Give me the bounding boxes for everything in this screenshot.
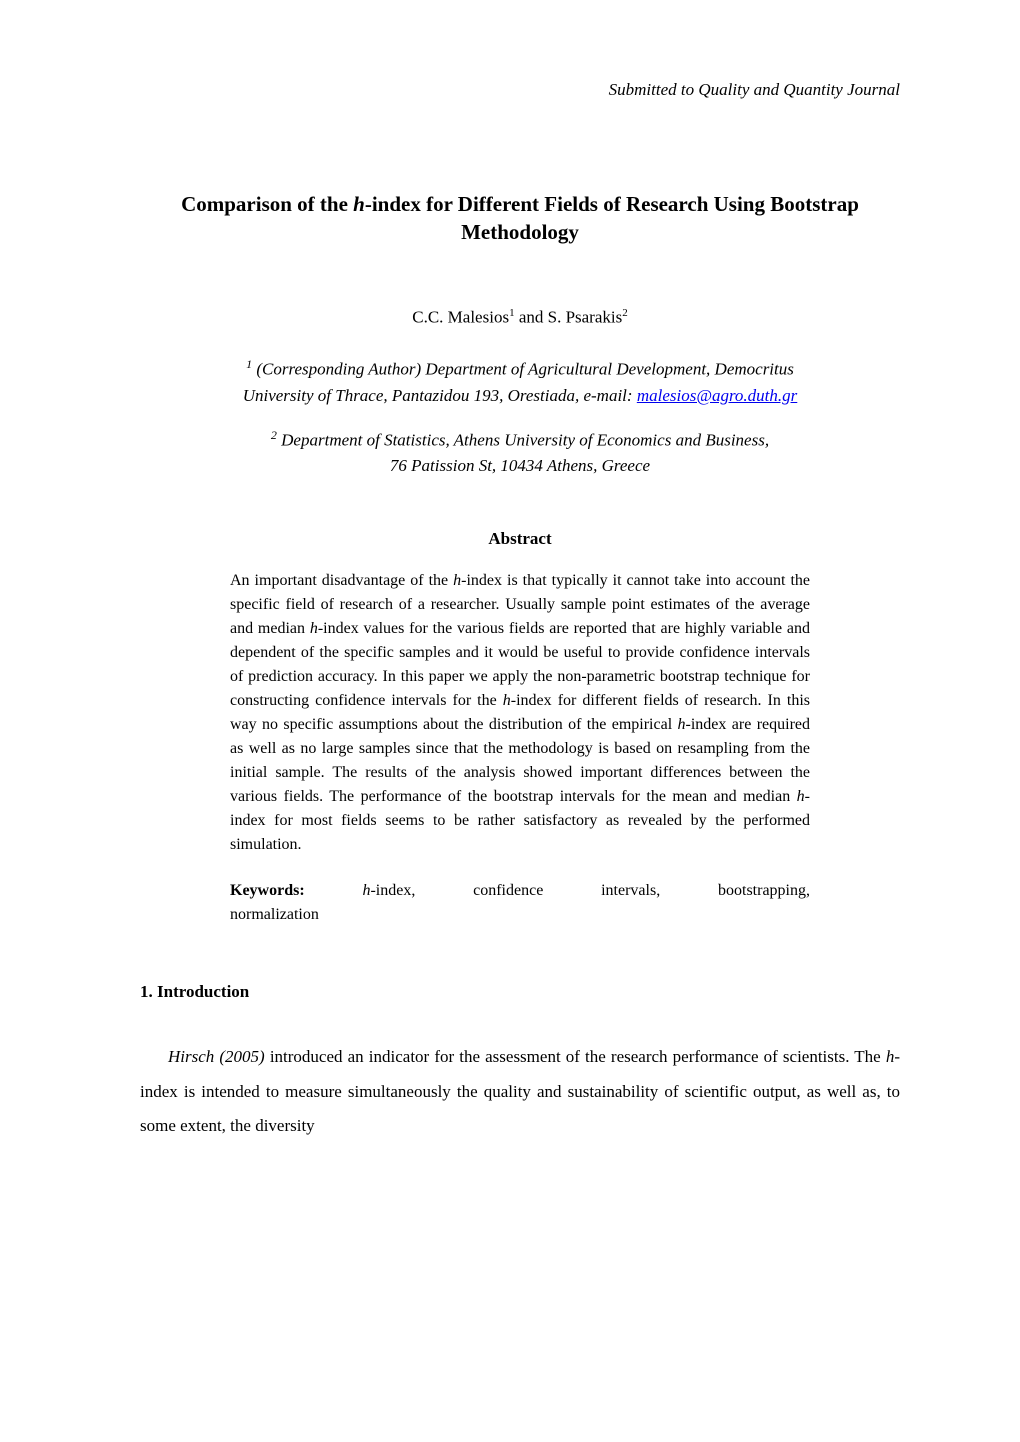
aff1-line2: University of Thrace, Pantazidou 193, Or… xyxy=(243,386,637,405)
paper-title: Comparison of the h-index for Different … xyxy=(140,190,900,247)
title-h-italic: h xyxy=(353,192,365,216)
abstract-h-4: h xyxy=(678,716,686,733)
aff2-text: Department of Statistics, Athens Univers… xyxy=(277,431,769,450)
intro-text-1: introduced an indicator for the assessme… xyxy=(265,1047,886,1066)
aff1-text: (Corresponding Author) Department of Agr… xyxy=(252,360,794,379)
abstract-body: An important disadvantage of the h-index… xyxy=(230,569,810,857)
abstract-h-3: h xyxy=(503,692,511,709)
abstract-heading: Abstract xyxy=(140,529,900,549)
aff2-line2: 76 Patission St, 10434 Athens, Greece xyxy=(390,456,650,475)
abstract-text-1: An important disadvantage of the xyxy=(230,572,453,589)
author-separator: and S. Psarakis xyxy=(515,307,623,326)
author-1: C.C. Malesios xyxy=(412,307,509,326)
keywords-w3: intervals, xyxy=(601,879,660,903)
authors-line: C.C. Malesios1 and S. Psarakis2 xyxy=(140,307,900,328)
title-text-post: -index for Different Fields of Research … xyxy=(365,192,859,244)
keywords-w4: bootstrapping, xyxy=(718,879,810,903)
abstract-h-5: h xyxy=(797,788,805,805)
corresponding-email-link[interactable]: malesios@agro.duth.gr xyxy=(637,386,797,405)
keywords-label: Keywords: xyxy=(230,879,305,903)
abstract-h-1: h xyxy=(453,572,461,589)
abstract-h-2: h- xyxy=(310,620,323,637)
keywords-line2: normalization xyxy=(230,903,810,927)
section-1-heading: 1. Introduction xyxy=(140,982,900,1002)
keywords-w1: index, xyxy=(376,882,416,899)
affiliation-2: 2 Department of Statistics, Athens Unive… xyxy=(140,426,900,479)
intro-paragraph: Hirsch (2005) introduced an indicator fo… xyxy=(140,1040,900,1145)
affiliation-1: 1 (Corresponding Author) Department of A… xyxy=(140,355,900,408)
author-2-sup: 2 xyxy=(622,307,628,319)
keywords-block: Keywords: h-index, confidence intervals,… xyxy=(230,879,810,927)
title-text-pre: Comparison of the xyxy=(181,192,353,216)
journal-header: Submitted to Quality and Quantity Journa… xyxy=(140,80,900,100)
keywords-w2: confidence xyxy=(473,879,543,903)
intro-citation: Hirsch (2005) xyxy=(168,1047,265,1066)
keywords-h: h- xyxy=(362,882,375,899)
